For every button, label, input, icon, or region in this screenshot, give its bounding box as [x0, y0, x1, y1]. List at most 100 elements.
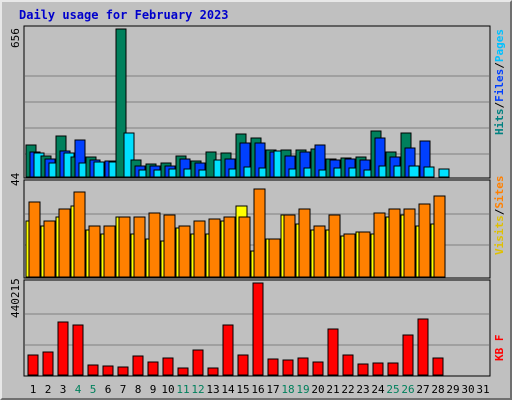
max-label-hits: 656 — [9, 28, 22, 48]
bar-sites-day-10 — [163, 214, 176, 278]
legend-entry: Files — [493, 69, 506, 102]
day-label-17: 17 — [266, 383, 279, 396]
day-label-22: 22 — [341, 383, 354, 396]
day-label-18: 18 — [281, 383, 294, 396]
day-label-8: 8 — [135, 383, 142, 396]
legend-kbytes: KB F — [493, 335, 506, 362]
bar-pages-day-28 — [438, 168, 450, 178]
bar-kb-f-day-17 — [267, 358, 279, 376]
bar-kb-f-day-2 — [42, 351, 54, 376]
bar-sites-day-15 — [238, 216, 251, 278]
bar-kb-f-day-12 — [192, 349, 204, 376]
bar-sites-day-21 — [328, 214, 341, 278]
day-label-11: 11 — [176, 383, 189, 396]
bar-sites-day-13 — [208, 218, 221, 278]
bar-sites-day-12 — [193, 220, 206, 278]
legend-entry: Pages — [493, 29, 506, 62]
bar-sites-day-11 — [178, 225, 191, 278]
legend-entry: Hits — [493, 109, 506, 136]
max-label-visits: 44 — [9, 172, 22, 186]
bar-pages-day-5 — [93, 161, 105, 178]
legend-entry: Sites — [493, 176, 506, 209]
bar-kb-f-day-19 — [297, 357, 309, 376]
day-label-29: 29 — [446, 383, 459, 396]
day-label-1: 1 — [30, 383, 37, 396]
day-label-21: 21 — [326, 383, 339, 396]
bar-kb-f-day-5 — [87, 364, 99, 376]
bar-kb-f-day-8 — [132, 355, 144, 376]
bar-sites-day-23 — [358, 231, 371, 278]
day-label-26: 26 — [401, 383, 414, 396]
bar-sites-day-28 — [433, 195, 446, 278]
day-label-30: 30 — [461, 383, 474, 396]
day-label-12: 12 — [191, 383, 204, 396]
bar-kb-f-day-18 — [282, 359, 294, 376]
bar-kb-f-day-6 — [102, 365, 114, 376]
bar-kb-f-day-7 — [117, 366, 129, 376]
day-label-4: 4 — [75, 383, 82, 396]
bar-kb-f-day-26 — [402, 334, 414, 376]
bar-kb-f-day-13 — [207, 367, 219, 376]
bar-sites-day-24 — [373, 212, 386, 278]
bar-kb-f-day-21 — [327, 328, 339, 376]
day-label-23: 23 — [356, 383, 369, 396]
bar-sites-day-8 — [133, 216, 146, 278]
bar-sites-day-19 — [298, 208, 311, 278]
bar-kb-f-day-1 — [27, 354, 39, 376]
legend-hits: Hits/Files/Pages — [493, 29, 506, 135]
bar-kb-f-day-23 — [357, 363, 369, 376]
legend-entry: KB F — [493, 335, 506, 362]
day-label-5: 5 — [90, 383, 97, 396]
bar-kb-f-day-11 — [177, 367, 189, 376]
bar-sites-day-26 — [403, 208, 416, 278]
day-label-20: 20 — [311, 383, 324, 396]
day-label-2: 2 — [45, 383, 52, 396]
legend-visits: Visits/Sites — [493, 176, 506, 256]
bar-kb-f-day-28 — [432, 357, 444, 376]
bar-kb-f-day-3 — [57, 321, 69, 376]
day-label-24: 24 — [371, 383, 385, 396]
bar-sites-day-2 — [43, 220, 56, 278]
bar-pages-day-26 — [408, 165, 420, 178]
day-label-19: 19 — [296, 383, 309, 396]
bar-kb-f-day-24 — [372, 362, 384, 376]
legend-entry: / — [493, 102, 506, 109]
bar-sites-day-1 — [28, 201, 41, 278]
bar-sites-day-6 — [103, 225, 116, 278]
legend-entry: Visits — [493, 215, 506, 255]
legend-entry: / — [493, 62, 506, 69]
bar-kb-f-day-25 — [387, 362, 399, 376]
day-label-25: 25 — [386, 383, 399, 396]
bar-sites-day-5 — [88, 225, 101, 278]
bar-sites-day-7 — [118, 216, 131, 278]
bar-kb-f-day-4 — [72, 324, 84, 376]
bar-sites-day-18 — [283, 214, 296, 278]
bar-sites-day-17 — [268, 238, 281, 278]
bar-kb-f-day-16 — [252, 282, 264, 376]
bar-sites-day-14 — [223, 216, 236, 278]
bar-pages-day-7 — [123, 132, 135, 178]
bar-sites-day-9 — [148, 212, 161, 278]
bar-kb-f-day-15 — [237, 354, 249, 376]
bar-kb-f-day-22 — [342, 354, 354, 376]
day-label-3: 3 — [60, 383, 67, 396]
max-label-kbytes: 440215 — [9, 278, 22, 318]
day-label-16: 16 — [251, 383, 264, 396]
day-label-14: 14 — [221, 383, 235, 396]
day-label-13: 13 — [206, 383, 219, 396]
day-label-31: 31 — [476, 383, 489, 396]
day-label-28: 28 — [431, 383, 444, 396]
bar-kb-f-day-20 — [312, 361, 324, 376]
day-label-7: 7 — [120, 383, 127, 396]
day-label-10: 10 — [161, 383, 174, 396]
bar-kb-f-day-27 — [417, 318, 429, 376]
bar-sites-day-4 — [73, 191, 86, 278]
bar-pages-day-27 — [423, 166, 435, 178]
chart-title: Daily usage for February 2023 — [19, 8, 229, 22]
day-label-15: 15 — [236, 383, 249, 396]
bar-sites-day-16 — [253, 188, 266, 278]
bar-sites-day-3 — [58, 208, 71, 278]
bar-sites-day-27 — [418, 203, 431, 278]
legend-entry: / — [493, 208, 506, 215]
